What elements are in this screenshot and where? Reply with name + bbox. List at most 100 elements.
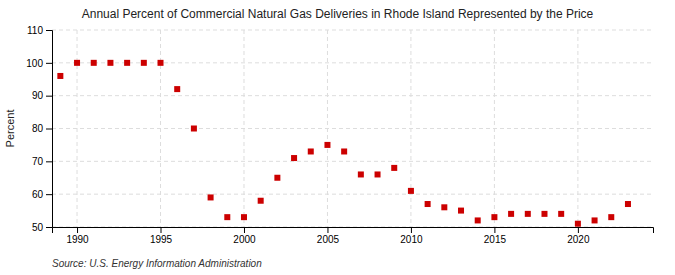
- tick: 100: [26, 58, 52, 69]
- square-marker: [341, 148, 347, 154]
- y-axis: 50 60 70 80 90 100 110: [26, 25, 52, 233]
- tick-label: 1990: [66, 234, 89, 245]
- tick: 2000: [233, 227, 256, 245]
- tick-label: 90: [32, 90, 44, 101]
- grid-line-x: [243, 30, 244, 227]
- square-marker: [141, 60, 147, 66]
- tick-label: 80: [32, 123, 44, 134]
- tick-mark: [46, 161, 52, 162]
- tick-label: 2010: [400, 234, 423, 245]
- tick-label: 1995: [150, 234, 173, 245]
- points: [57, 60, 631, 227]
- x-axis: 1990 1995 2000 2005 2010 2015 2020: [53, 227, 654, 245]
- square-marker: [274, 175, 280, 181]
- tick-mark: [411, 227, 412, 233]
- tick-mark: [46, 227, 52, 228]
- square-marker: [592, 217, 598, 223]
- square-marker: [508, 211, 514, 217]
- square-marker: [425, 201, 431, 207]
- grid-line-y: [52, 30, 653, 31]
- square-marker: [625, 201, 631, 207]
- square-marker: [74, 60, 80, 66]
- plot: 1990 1995 2000 2005 2010 2015 2020 50 60 70 80 90 10…: [26, 25, 653, 245]
- tick-mark: [46, 63, 52, 64]
- title: Annual Percent of Commercial Natural Gas…: [82, 7, 594, 21]
- tick-label: 2015: [484, 234, 507, 245]
- tick: 1990: [66, 227, 89, 245]
- tick: 80: [32, 123, 52, 134]
- axis-line: [53, 228, 654, 234]
- tick-label: 110: [27, 25, 43, 36]
- tick: 2010: [400, 227, 423, 245]
- square-marker: [107, 60, 113, 66]
- tick-mark: [46, 129, 52, 130]
- grid-line-x: [77, 30, 78, 227]
- tick: 2015: [484, 227, 507, 245]
- tick-label: 2005: [317, 234, 340, 245]
- square-marker: [358, 171, 364, 177]
- tick-label: 70: [32, 156, 44, 167]
- square-marker: [608, 214, 614, 220]
- square-marker: [475, 217, 481, 223]
- tick: 70: [32, 156, 52, 167]
- square-marker: [441, 204, 447, 210]
- grid-line-x: [577, 30, 578, 227]
- square-marker: [241, 214, 247, 220]
- tick: 50: [32, 222, 52, 233]
- y-axis-title: Percent: [4, 110, 16, 148]
- square-marker: [558, 211, 564, 217]
- tick-label: 100: [26, 58, 43, 69]
- square-marker: [458, 208, 464, 214]
- tick-mark: [244, 227, 245, 233]
- tick: 110: [27, 25, 52, 36]
- source: Source: U.S. Energy Information Administ…: [52, 258, 262, 269]
- tick: 2020: [567, 227, 590, 245]
- square-marker: [575, 221, 581, 227]
- tick: 90: [32, 90, 52, 101]
- tick: 60: [32, 189, 52, 200]
- square-marker: [324, 142, 330, 148]
- grid-line-y: [52, 95, 653, 96]
- tick-label: 2000: [233, 234, 256, 245]
- square-marker: [224, 214, 230, 220]
- tick-mark: [494, 227, 495, 233]
- square-marker: [375, 171, 381, 177]
- tick-label: 2020: [567, 234, 590, 245]
- axis-line: [46, 31, 53, 228]
- square-marker: [158, 60, 164, 66]
- tick-mark: [327, 227, 328, 233]
- square-marker: [308, 148, 314, 154]
- square-marker: [174, 86, 180, 92]
- square-marker: [191, 126, 197, 132]
- square-marker: [57, 73, 63, 79]
- square-marker: [124, 60, 130, 66]
- tick-mark: [578, 227, 579, 233]
- chart: 1990 1995 2000 2005 2010 2015 2020 50 60 70 80 90 10…: [0, 0, 675, 275]
- square-marker: [258, 198, 264, 204]
- grid-line-y: [52, 161, 653, 162]
- square-marker: [208, 194, 214, 200]
- tick-label: 50: [32, 222, 44, 233]
- grid-line-x: [494, 30, 495, 227]
- grid-line-x: [160, 30, 161, 227]
- square-marker: [525, 211, 531, 217]
- grid: [52, 30, 653, 227]
- square-marker: [291, 155, 297, 161]
- tick-mark: [161, 227, 162, 233]
- tick-mark: [46, 194, 52, 195]
- square-marker: [491, 214, 497, 220]
- grid-line-x: [327, 30, 328, 227]
- tick-mark: [77, 227, 78, 233]
- tick-mark: [46, 30, 52, 31]
- grid-line-x: [410, 30, 411, 227]
- tick: 2005: [317, 227, 340, 245]
- square-marker: [408, 188, 414, 194]
- square-marker: [541, 211, 547, 217]
- square-marker: [391, 165, 397, 171]
- square-marker: [91, 60, 97, 66]
- tick-label: 60: [32, 189, 44, 200]
- tick-mark: [46, 96, 52, 97]
- grid-line-y: [52, 194, 653, 195]
- grid-line-y: [52, 128, 653, 129]
- tick: 1995: [150, 227, 173, 245]
